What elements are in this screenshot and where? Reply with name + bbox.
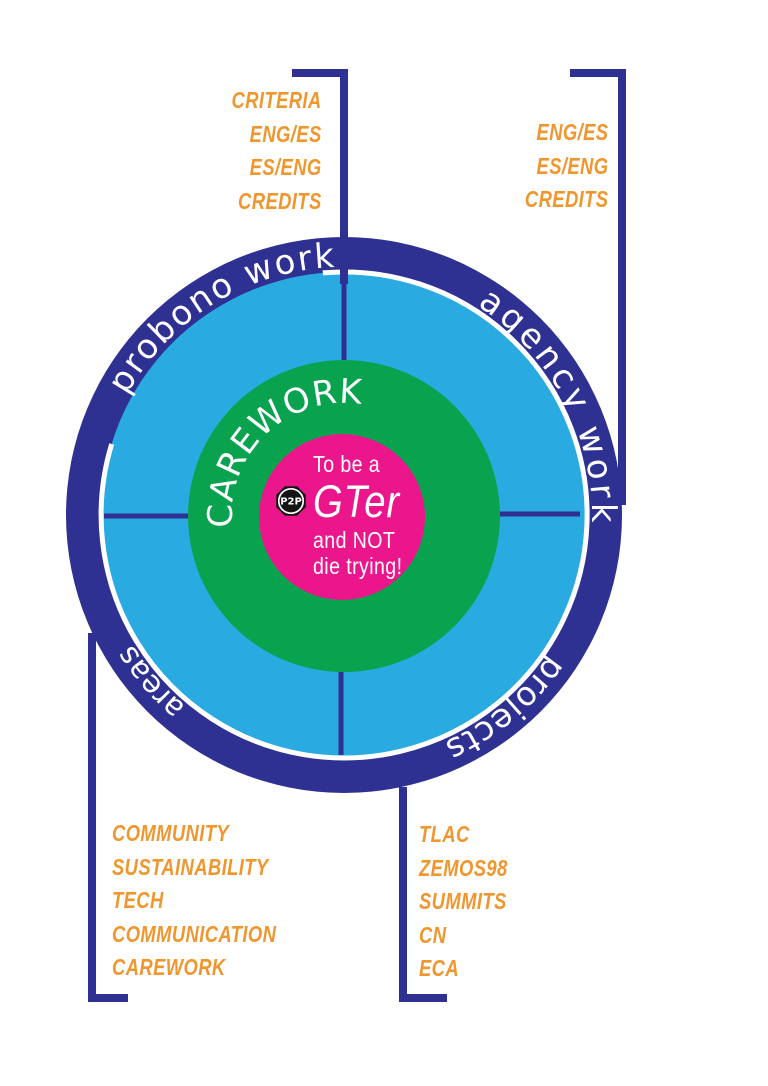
callout-item: SUMMITS (419, 888, 507, 914)
callout-item: ZEMOS98 (419, 854, 508, 881)
callout-item: CRITERIA (231, 87, 322, 113)
callout-item: ENG/ES (250, 120, 322, 147)
center-line-4: die trying! (313, 553, 403, 579)
callout-item: CN (419, 921, 447, 948)
callout-item: ES/ENG (536, 152, 608, 179)
callout-item: CREDITS (238, 187, 322, 214)
callout-item: ENG/ES (536, 119, 608, 145)
callout-bracket-bottom-right (399, 787, 447, 1002)
callout-list-top-left: CRITERIA ENG/ES ES/ENG CREDITS (232, 84, 322, 218)
center-line-2: GTer (313, 476, 401, 527)
center-line-3: and NOT (313, 527, 396, 553)
callout-list-top-right: ENG/ES ES/ENG CREDITS (524, 116, 608, 217)
callout-item: ES/ENG (250, 154, 322, 180)
callout-item: ECA (419, 955, 460, 981)
p2p-badge-ring (277, 487, 305, 515)
p2p-badge: P2P (276, 486, 306, 516)
callout-item: SUSTAINABILITY (112, 853, 269, 880)
center-text-block: To be a GTer and NOT die trying! (313, 451, 402, 579)
p2p-badge-octagon (276, 486, 306, 516)
callout-list-bottom-left: COMMUNITY SUSTAINABILITY TECH COMMUNICAT… (112, 817, 276, 985)
callout-item: CAREWORK (112, 954, 226, 980)
center-line-1: To be a (313, 451, 381, 477)
callout-item: COMMUNICATION (112, 920, 277, 947)
callout-item: CREDITS (524, 186, 608, 212)
callout-bracket-top-right (570, 69, 626, 505)
p2p-badge-label: P2P (280, 497, 302, 508)
callout-list-bottom-right: TLAC ZEMOS98 SUMMITS CN ECA (419, 818, 508, 986)
callout-bracket-bottom-left (88, 633, 128, 1002)
callout-bracket-top-left (292, 69, 348, 284)
ring-separator-arc (98, 269, 590, 761)
callout-item: TECH (112, 887, 164, 913)
callout-item: TLAC (419, 821, 470, 847)
callout-item: COMMUNITY (112, 820, 230, 846)
center-pink-circle (259, 434, 425, 600)
